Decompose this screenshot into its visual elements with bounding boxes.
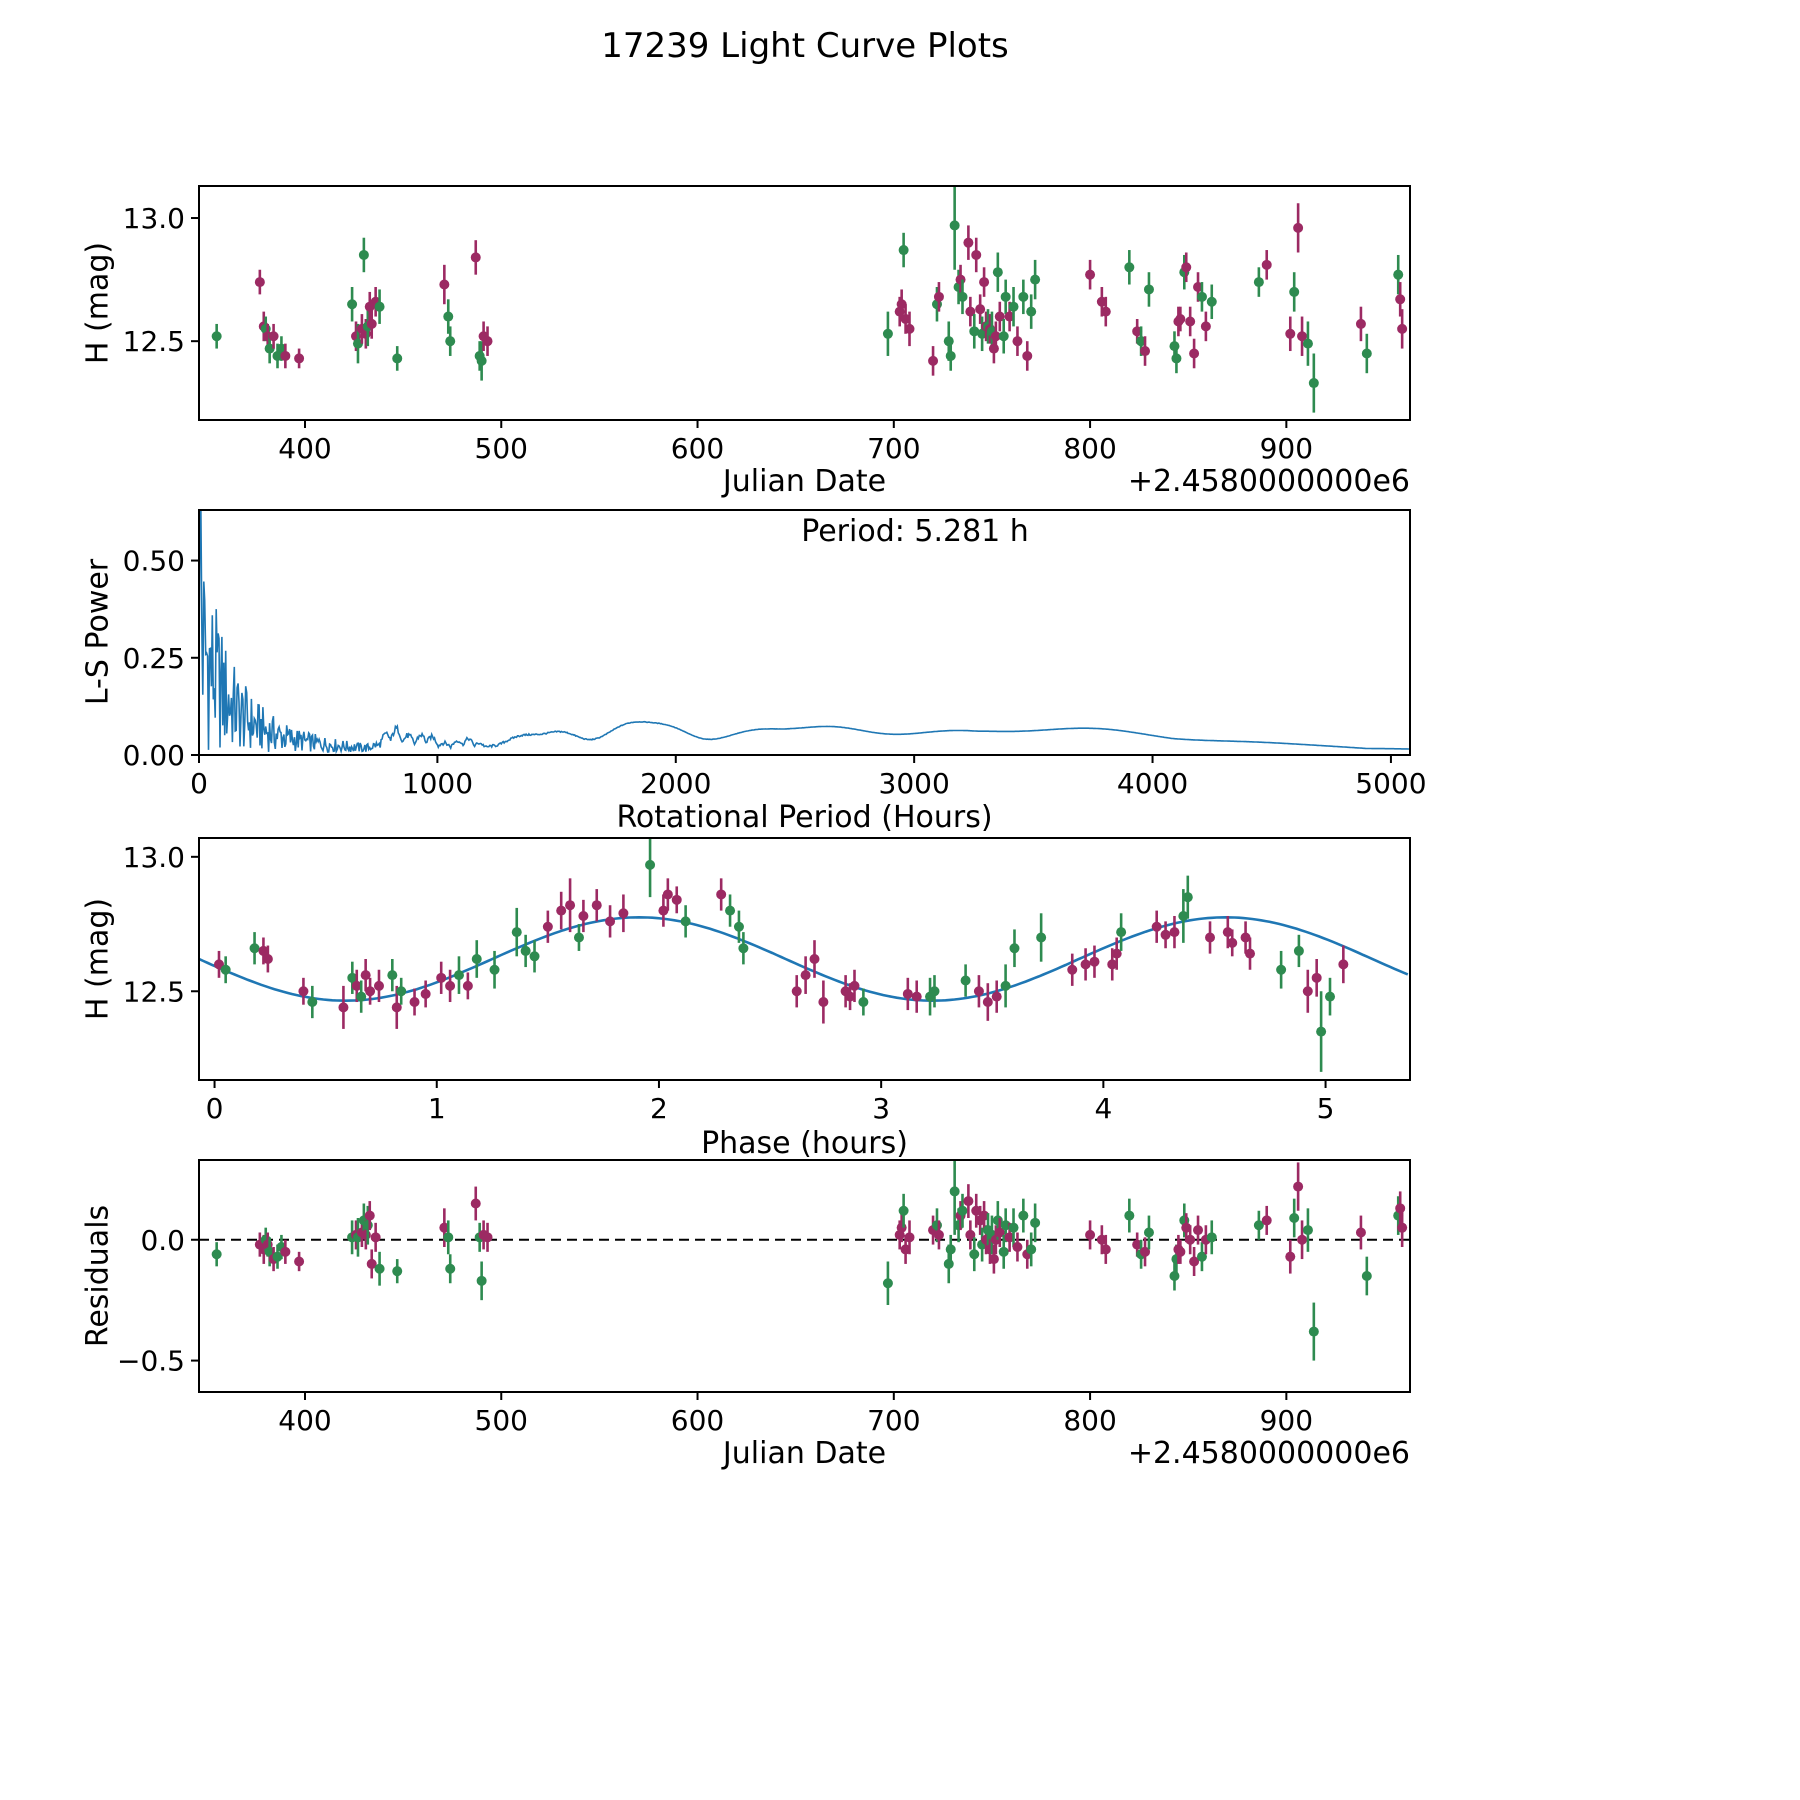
svg-text:600: 600 xyxy=(671,432,724,465)
svg-text:12.5: 12.5 xyxy=(123,325,185,358)
ylabel-ls-power: L-S Power xyxy=(80,558,116,706)
svg-text:−0.5: −0.5 xyxy=(117,1345,185,1378)
xlabel-rotational-period: Rotational Period (Hours) xyxy=(616,800,993,835)
svg-text:0: 0 xyxy=(206,1092,224,1125)
x-offset-label-top: +2.4580000000e6 xyxy=(1127,464,1410,499)
svg-text:0.25: 0.25 xyxy=(123,642,185,675)
period-annotation: Period: 5.281 h xyxy=(801,514,1029,549)
ylabel-residuals: Residuals xyxy=(80,1204,116,1348)
svg-text:600: 600 xyxy=(671,1404,724,1437)
xlabel-julian-date-top: Julian Date xyxy=(722,464,887,499)
svg-text:13.0: 13.0 xyxy=(123,841,185,874)
svg-text:0: 0 xyxy=(190,767,208,800)
svg-text:5000: 5000 xyxy=(1355,767,1426,800)
svg-text:800: 800 xyxy=(1063,432,1116,465)
svg-text:700: 700 xyxy=(867,432,920,465)
ylabel-h-mag-jd: H (mag) xyxy=(80,241,116,365)
svg-text:900: 900 xyxy=(1260,1404,1313,1437)
svg-text:4000: 4000 xyxy=(1117,767,1188,800)
svg-text:3: 3 xyxy=(872,1092,890,1125)
svg-text:500: 500 xyxy=(475,1404,528,1437)
xlabel-phase-hours: Phase (hours) xyxy=(701,1126,908,1161)
svg-text:2: 2 xyxy=(650,1092,668,1125)
svg-text:900: 900 xyxy=(1260,432,1313,465)
svg-text:500: 500 xyxy=(475,432,528,465)
svg-text:0.00: 0.00 xyxy=(123,739,185,772)
figure-title: 17239 Light Curve Plots xyxy=(601,26,1009,66)
svg-text:4: 4 xyxy=(1094,1092,1112,1125)
svg-text:0.0: 0.0 xyxy=(140,1224,185,1257)
x-offset-label-bottom: +2.4580000000e6 xyxy=(1127,1436,1410,1471)
ylabel-h-mag-phase: H (mag) xyxy=(80,897,116,1021)
svg-text:1: 1 xyxy=(428,1092,446,1125)
svg-text:800: 800 xyxy=(1063,1404,1116,1437)
svg-text:5: 5 xyxy=(1317,1092,1335,1125)
svg-text:400: 400 xyxy=(278,1404,331,1437)
svg-text:400: 400 xyxy=(278,432,331,465)
xlabel-julian-date-bottom: Julian Date xyxy=(722,1436,887,1471)
svg-text:0.50: 0.50 xyxy=(123,545,185,578)
svg-text:13.0: 13.0 xyxy=(123,202,185,235)
svg-text:2000: 2000 xyxy=(640,767,711,800)
svg-text:1000: 1000 xyxy=(402,767,473,800)
svg-text:3000: 3000 xyxy=(879,767,950,800)
svg-text:12.5: 12.5 xyxy=(123,975,185,1008)
svg-text:700: 700 xyxy=(867,1404,920,1437)
